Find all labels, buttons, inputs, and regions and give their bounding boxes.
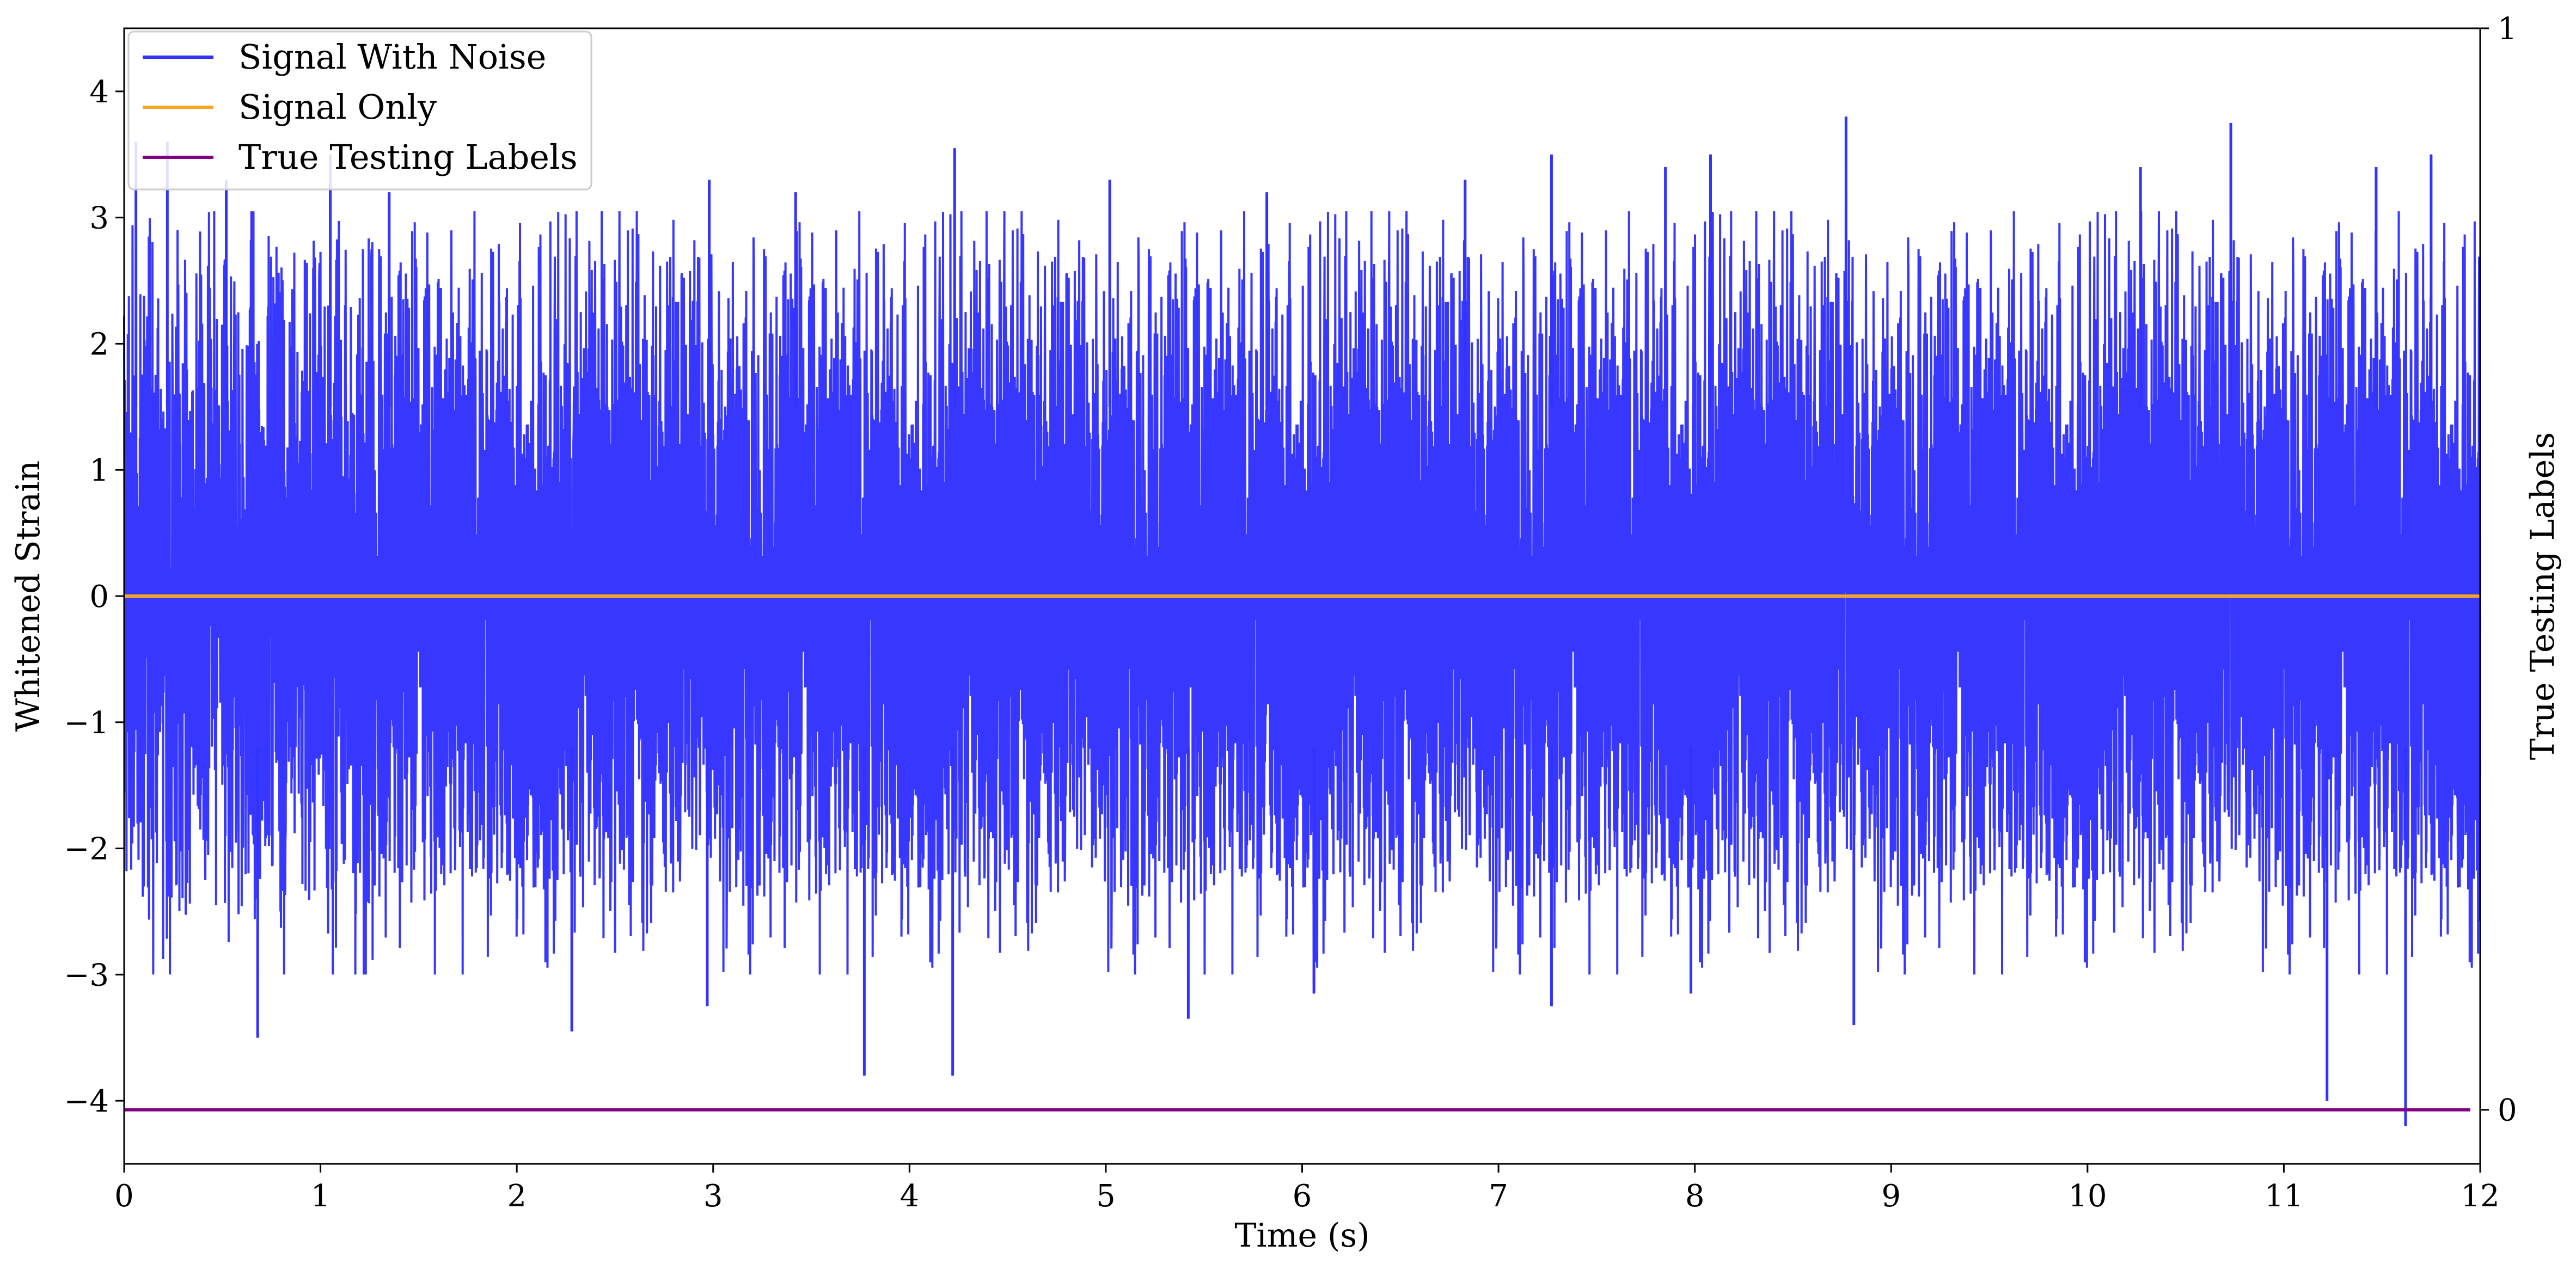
x-axis-title: Time (s) [1234,1217,1369,1255]
signal-with-noise-series [123,116,2481,1126]
y2-tick-label: 1 [2498,11,2517,47]
y-tick-label: 0 [89,579,109,615]
y-tick-label: −2 [64,832,109,867]
y2-axis-ticks: 10 [2480,11,2517,1128]
y-tick-label: −4 [64,1084,109,1119]
x-tick-label: 2 [507,1179,527,1214]
x-tick-label: 8 [1685,1179,1705,1214]
y-tick-label: 2 [89,327,109,362]
x-tick-label: 6 [1293,1179,1312,1214]
legend-label-signal-with-noise: Signal With Noise [238,37,546,77]
x-tick-label: 12 [2461,1179,2499,1214]
legend-label-true-testing-labels: True Testing Labels [238,137,578,177]
legend-label-signal-only: Signal Only [238,87,437,127]
y-tick-label: −1 [64,705,109,741]
y-axis-title: Whitened Strain [9,461,47,732]
x-tick-label: 10 [2068,1179,2107,1214]
x-tick-label: 9 [1881,1179,1901,1214]
x-tick-label: 5 [1096,1179,1116,1214]
x-tick-label: 7 [1489,1179,1508,1214]
x-tick-label: 11 [2265,1179,2303,1214]
x-tick-label: 4 [900,1179,920,1214]
y-tick-label: 4 [89,75,109,110]
y-tick-label: −3 [64,958,109,993]
x-axis-ticks: 0 1 2 3 4 5 6 7 8 9 10 11 12 [114,1164,2500,1214]
signal-with-noise-line [123,116,2481,1126]
y2-tick-label: 0 [2498,1093,2517,1128]
x-tick-label: 0 [114,1179,134,1214]
legend: Signal With Noise Signal Only True Testi… [127,30,592,191]
y-axis-ticks: 4 3 2 1 0 −1 −2 −3 −4 [64,75,124,1119]
x-tick-label: 3 [703,1179,723,1214]
x-tick-label: 1 [311,1179,331,1214]
y-tick-label: 3 [89,201,109,236]
y2-axis-title: True Testing Labels [2524,432,2562,760]
legend-box [127,30,592,191]
y-tick-label: 1 [89,453,109,488]
